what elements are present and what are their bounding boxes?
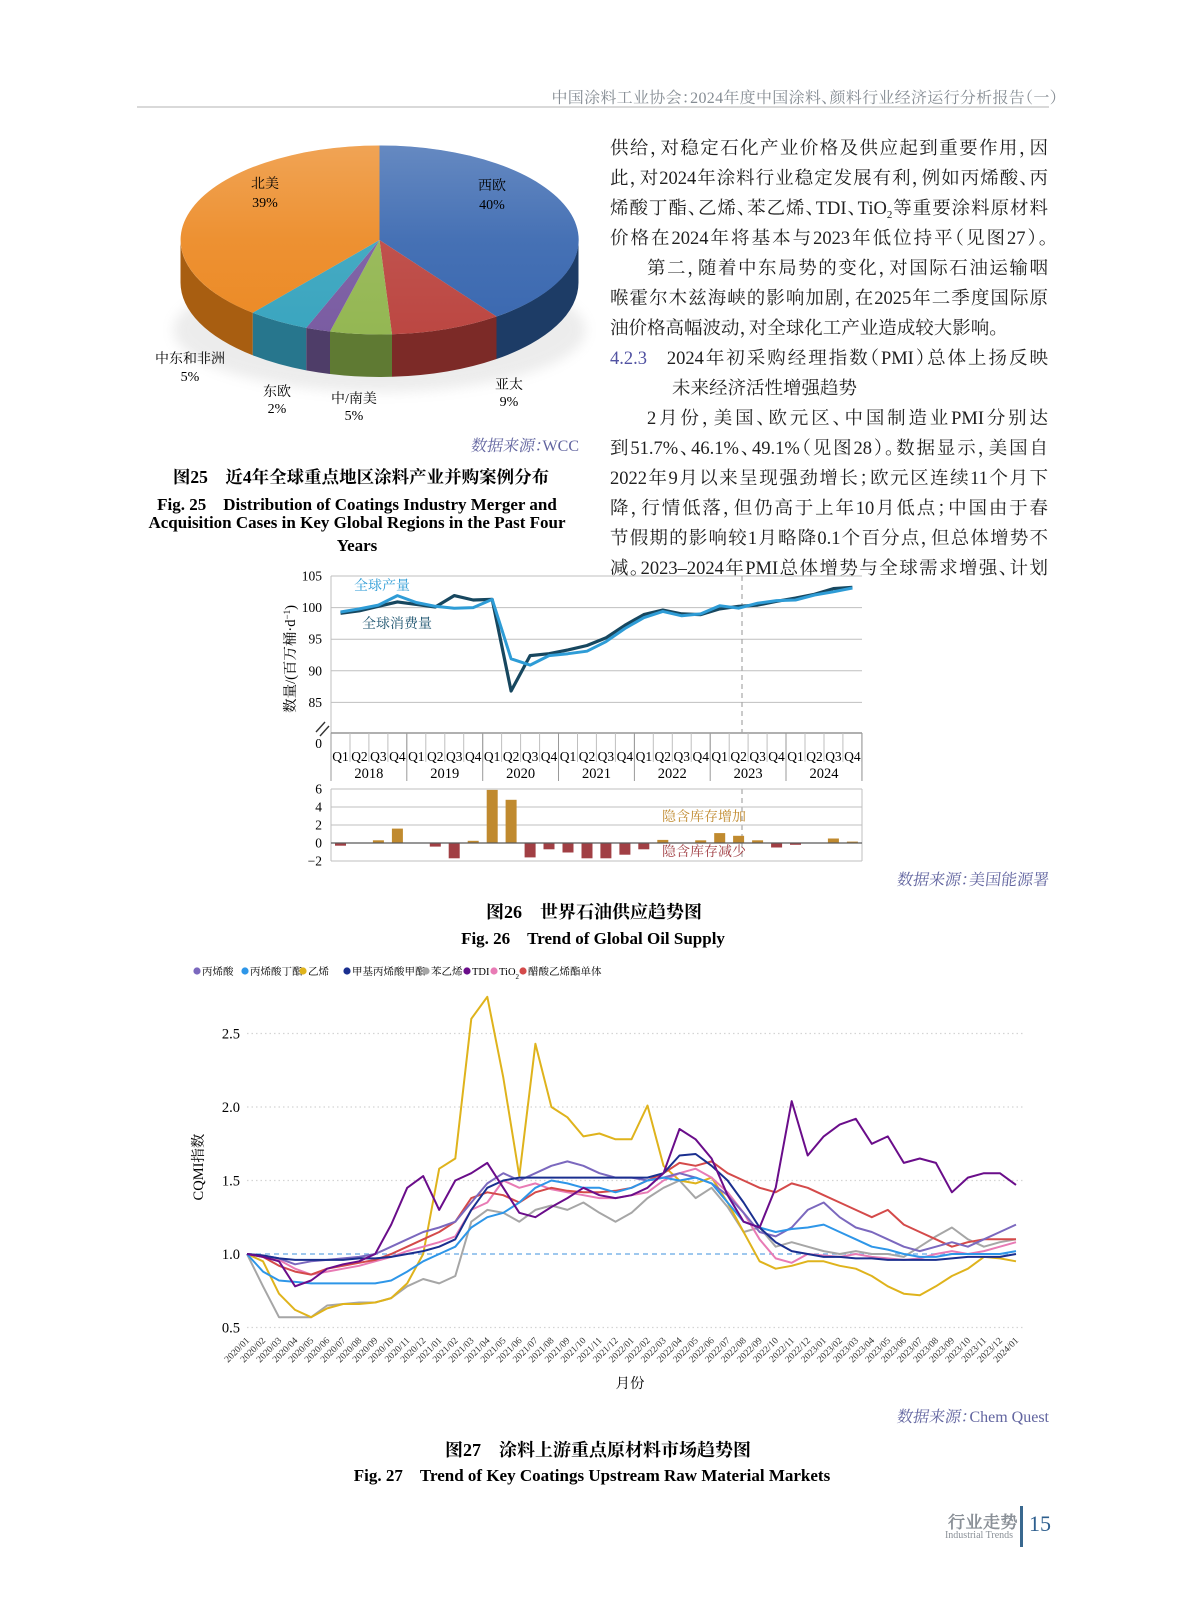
svg-text:Q2: Q2 (655, 749, 672, 764)
svg-text:2021: 2021 (582, 766, 611, 782)
svg-text:Q2: Q2 (427, 749, 444, 764)
svg-text:Q3: Q3 (749, 749, 766, 764)
svg-text:东欧: 东欧 (263, 384, 291, 400)
svg-text:0.5: 0.5 (222, 1321, 240, 1337)
svg-text:北美: 北美 (251, 176, 279, 192)
svg-text:2024: 2024 (809, 766, 839, 782)
svg-text:Q4: Q4 (768, 749, 785, 764)
svg-text:苯乙烯: 苯乙烯 (431, 966, 463, 978)
svg-text:6: 6 (315, 782, 322, 797)
svg-text:数量/(百万桶·d−1): 数量/(百万桶·d−1) (282, 605, 299, 713)
svg-text:甲基丙烯酸甲酯: 甲基丙烯酸甲酯 (352, 966, 426, 978)
svg-text:隐含库存减少: 隐含库存减少 (662, 844, 746, 860)
svg-text:95: 95 (309, 632, 323, 647)
svg-text:2%: 2% (268, 402, 287, 417)
svg-text:Q3: Q3 (446, 749, 463, 764)
svg-text:西欧: 西欧 (478, 178, 506, 194)
svg-text:2019: 2019 (430, 766, 459, 782)
svg-text:月份: 月份 (616, 1375, 645, 1392)
svg-text:100: 100 (302, 600, 323, 615)
svg-text:乙烯: 乙烯 (308, 966, 329, 978)
svg-text:Q3: Q3 (522, 749, 539, 764)
svg-text:5%: 5% (181, 370, 200, 385)
svg-text:全球消费量: 全球消费量 (362, 616, 432, 632)
svg-text:2022: 2022 (658, 766, 687, 782)
svg-text:Q1: Q1 (711, 749, 728, 764)
svg-text:2018: 2018 (354, 766, 383, 782)
svg-text:CQMI指数: CQMI指数 (190, 1133, 207, 1200)
svg-text:隐含库存增加: 隐含库存增加 (662, 809, 746, 825)
svg-text:2020: 2020 (506, 766, 535, 782)
svg-text:丙烯酸: 丙烯酸 (202, 966, 234, 978)
svg-text:85: 85 (309, 695, 323, 710)
svg-text:2: 2 (315, 818, 322, 833)
svg-text:Q1: Q1 (332, 749, 349, 764)
svg-text:中/南美: 中/南美 (331, 391, 377, 407)
svg-text:1.5: 1.5 (222, 1174, 240, 1190)
svg-text:中东和非洲: 中东和非洲 (155, 351, 225, 367)
svg-text:Q2: Q2 (730, 749, 747, 764)
svg-text:TiO2: TiO2 (499, 967, 520, 981)
svg-text:Q2: Q2 (579, 749, 596, 764)
svg-text:Q4: Q4 (692, 749, 709, 764)
svg-text:−2: −2 (308, 854, 322, 869)
svg-text:5%: 5% (345, 409, 364, 424)
svg-text:Q1: Q1 (560, 749, 577, 764)
svg-text:Q3: Q3 (825, 749, 842, 764)
svg-text:4: 4 (315, 800, 322, 815)
svg-text:TDI: TDI (472, 967, 490, 978)
svg-text:2.5: 2.5 (222, 1027, 240, 1043)
svg-text:Q4: Q4 (389, 749, 406, 764)
svg-text:90: 90 (309, 663, 323, 678)
svg-text:0: 0 (315, 836, 322, 851)
svg-text:2.0: 2.0 (222, 1100, 240, 1116)
svg-text:Q1: Q1 (408, 749, 425, 764)
svg-text:0: 0 (315, 736, 322, 751)
svg-text:Q4: Q4 (617, 749, 634, 764)
svg-text:39%: 39% (252, 196, 278, 211)
svg-text:40%: 40% (479, 198, 505, 213)
svg-text:醋酸乙烯酯单体: 醋酸乙烯酯单体 (528, 966, 602, 978)
svg-text:Q1: Q1 (484, 749, 501, 764)
svg-text:Q2: Q2 (351, 749, 368, 764)
svg-text:Q3: Q3 (598, 749, 615, 764)
svg-text:Q1: Q1 (787, 749, 804, 764)
svg-text:Q3: Q3 (370, 749, 387, 764)
svg-text:Q4: Q4 (844, 749, 861, 764)
svg-text:丙烯酸丁酯: 丙烯酸丁酯 (250, 966, 303, 978)
svg-text:Q2: Q2 (806, 749, 823, 764)
svg-text:105: 105 (302, 569, 323, 584)
svg-text:Q1: Q1 (636, 749, 653, 764)
svg-text:Q4: Q4 (465, 749, 482, 764)
svg-text:亚太: 亚太 (495, 377, 523, 393)
svg-text:9%: 9% (500, 395, 519, 410)
svg-text:全球产量: 全球产量 (354, 578, 410, 594)
svg-text:2023: 2023 (734, 766, 763, 782)
svg-text:Q3: Q3 (674, 749, 691, 764)
svg-text:Q2: Q2 (503, 749, 520, 764)
svg-text:1.0: 1.0 (222, 1247, 240, 1263)
svg-text:Q4: Q4 (541, 749, 558, 764)
